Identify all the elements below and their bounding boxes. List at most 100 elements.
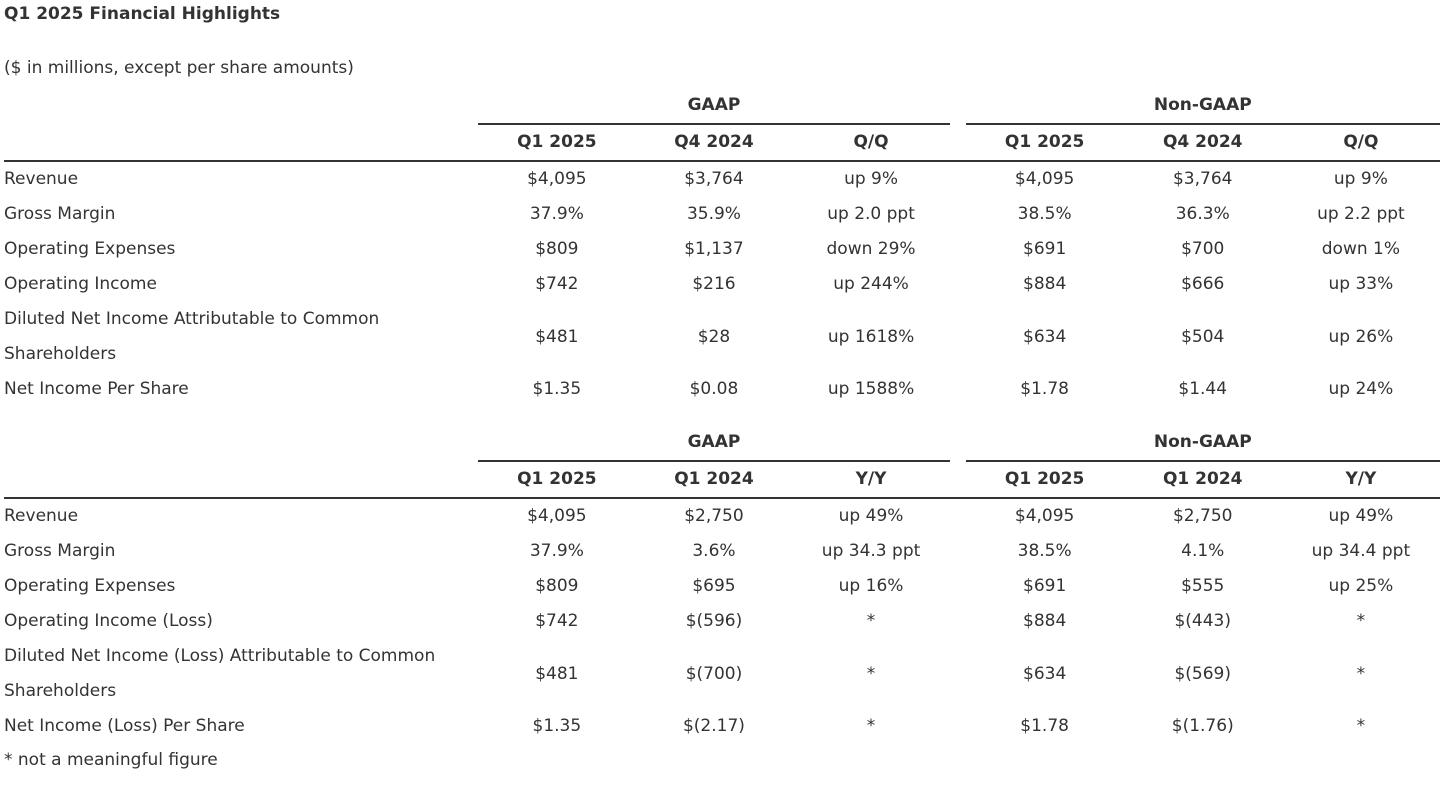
cell: $216	[692, 274, 736, 294]
cell: $4,095	[527, 506, 587, 526]
spacer	[950, 569, 966, 604]
cell: $2,750	[684, 506, 744, 526]
cell: $(2.17)	[682, 716, 745, 736]
cell: $4,095	[527, 169, 587, 189]
row-label: Gross Margin	[4, 204, 116, 224]
cell: $700	[1181, 239, 1225, 259]
row-label: Revenue	[4, 506, 79, 526]
cell: up 49%	[1328, 506, 1394, 526]
spacer	[950, 88, 966, 124]
row-label: Operating Income	[4, 274, 157, 294]
cell: $634	[1023, 326, 1067, 347]
cell: $1.35	[532, 716, 582, 736]
cell: 38.5%	[1017, 204, 1072, 224]
cell: up 16%	[838, 576, 904, 596]
row-label: Gross Margin	[4, 541, 116, 561]
cell: $(700)	[685, 663, 743, 684]
spacer	[950, 161, 966, 197]
cell: 36.3%	[1175, 204, 1230, 224]
data-row: Net Income (Loss) Per Share $1.35 $(2.17) *…	[4, 709, 1440, 744]
cell: 38.5%	[1017, 541, 1072, 561]
cell: *	[1356, 663, 1366, 684]
column-header-row: Q1 2025 Q4 2024 Q/Q Q1 2025 Q4 2024 Q/Q	[4, 124, 1440, 162]
cell: $1.78	[1020, 379, 1069, 399]
data-row: Operating Expenses $809 $695 up 16% $691 $555…	[4, 569, 1440, 604]
cell: $809	[535, 576, 579, 596]
cell: up 2.0 ppt	[827, 204, 915, 224]
spacer	[949, 461, 966, 499]
cell: $1.35	[532, 379, 582, 399]
row-label: Revenue	[4, 169, 79, 189]
cell: up 9%	[844, 169, 899, 189]
table-body: GAAP Non-GAAP Q1 2025 Q4 2024 Q/Q Q1 2025 Q4 2…	[4, 88, 1440, 407]
row-label: Operating Expenses	[4, 576, 176, 596]
data-row: Gross Margin 37.9% 35.9% up 2.0 ppt 38.5% 36.…	[4, 197, 1440, 232]
cell: $555	[1181, 576, 1225, 596]
cell: down 1%	[1321, 239, 1401, 259]
cell: up 244%	[833, 274, 909, 294]
cell: $1.78	[1020, 716, 1069, 736]
cell: up 34.4 ppt	[1311, 541, 1411, 561]
cell: $742	[535, 274, 579, 294]
data-row: Revenue $4,095 $2,750 up 49% $4,095 $2,750 up …	[4, 498, 1440, 534]
row-label: Operating Expenses	[4, 239, 176, 259]
spacer	[950, 372, 966, 407]
cell: $691	[1023, 239, 1067, 259]
spacer	[950, 267, 966, 302]
cell: $666	[1181, 274, 1225, 294]
row-label: Diluted Net Income Attributable to Commo…	[4, 309, 380, 364]
group-header: Non-GAAP	[965, 88, 1440, 125]
cell: $2,750	[1172, 506, 1233, 526]
data-row: Revenue $4,095 $3,764 up 9% $4,095 $3,764 up 9…	[4, 161, 1440, 197]
group-header: Non-GAAP	[965, 425, 1440, 462]
cell: $(443)	[1174, 611, 1231, 631]
column-header: Q4 2024	[635, 124, 793, 162]
column-header: Q1 2025	[965, 461, 1124, 499]
cell: up 26%	[1328, 326, 1394, 347]
data-row: Operating Income $742 $216 up 244% $884 $666 u…	[4, 267, 1440, 302]
cell: 37.9%	[529, 204, 584, 224]
row-label: Net Income (Loss) Per Share	[4, 716, 245, 736]
cell: 4.1%	[1181, 541, 1225, 561]
data-row: Operating Income (Loss) $742 $(596) * $884 $(…	[4, 604, 1440, 639]
cell: $742	[535, 611, 579, 631]
cell: *	[1356, 716, 1366, 736]
cell: up 1618%	[827, 326, 915, 347]
column-header-row: Q1 2025 Q1 2024 Y/Y Q1 2025 Q1 2024 Y/Y	[4, 461, 1440, 499]
cell: $695	[692, 576, 736, 596]
cell: $481	[535, 326, 579, 347]
financial-table: GAAP Non-GAAP Q1 2025 Q1 2024 Y/Y Q1 2025 Q1 2…	[4, 425, 1440, 744]
column-header: Q4 2024	[1123, 124, 1282, 162]
cell: up 1588%	[827, 379, 915, 399]
row-label: Net Income Per Share	[4, 379, 189, 399]
title: Q1 2025 Financial Highlights	[4, 4, 281, 24]
data-row: Gross Margin 37.9% 3.6% up 34.3 ppt 38.5% 4.1…	[4, 534, 1440, 569]
cell: *	[866, 663, 876, 684]
column-header: Q1 2025	[965, 124, 1124, 162]
spacer	[950, 534, 966, 569]
financial-table: GAAP Non-GAAP Q1 2025 Q4 2024 Q/Q Q1 2025 Q4 2…	[4, 88, 1440, 407]
cell: *	[866, 611, 876, 631]
cell: *	[866, 716, 876, 736]
data-row: Diluted Net Income Attributable to Commo…	[4, 302, 1440, 372]
cell: up 49%	[838, 506, 904, 526]
cell: $3,764	[684, 169, 744, 189]
cell: $3,764	[1172, 169, 1233, 189]
column-header: Q1 2025	[478, 461, 636, 499]
cell: $(1.76)	[1171, 716, 1234, 736]
cell: $1,137	[684, 239, 744, 259]
spacer	[950, 197, 966, 232]
cell: $481	[535, 663, 579, 684]
empty-cell	[4, 88, 478, 124]
data-row: Operating Expenses $809 $1,137 down 29% $691…	[4, 232, 1440, 267]
spacer	[949, 124, 966, 162]
cell: $28	[697, 326, 731, 347]
cell: 35.9%	[686, 204, 741, 224]
cell: *	[1356, 611, 1366, 631]
row-label: Operating Income (Loss)	[4, 611, 213, 631]
cell: up 24%	[1328, 379, 1394, 399]
data-row: Diluted Net Income (Loss) Attributable t…	[4, 639, 1440, 709]
group-header: GAAP	[478, 425, 950, 462]
group-header-row: GAAP Non-GAAP	[4, 425, 1440, 462]
cell: 37.9%	[529, 541, 584, 561]
